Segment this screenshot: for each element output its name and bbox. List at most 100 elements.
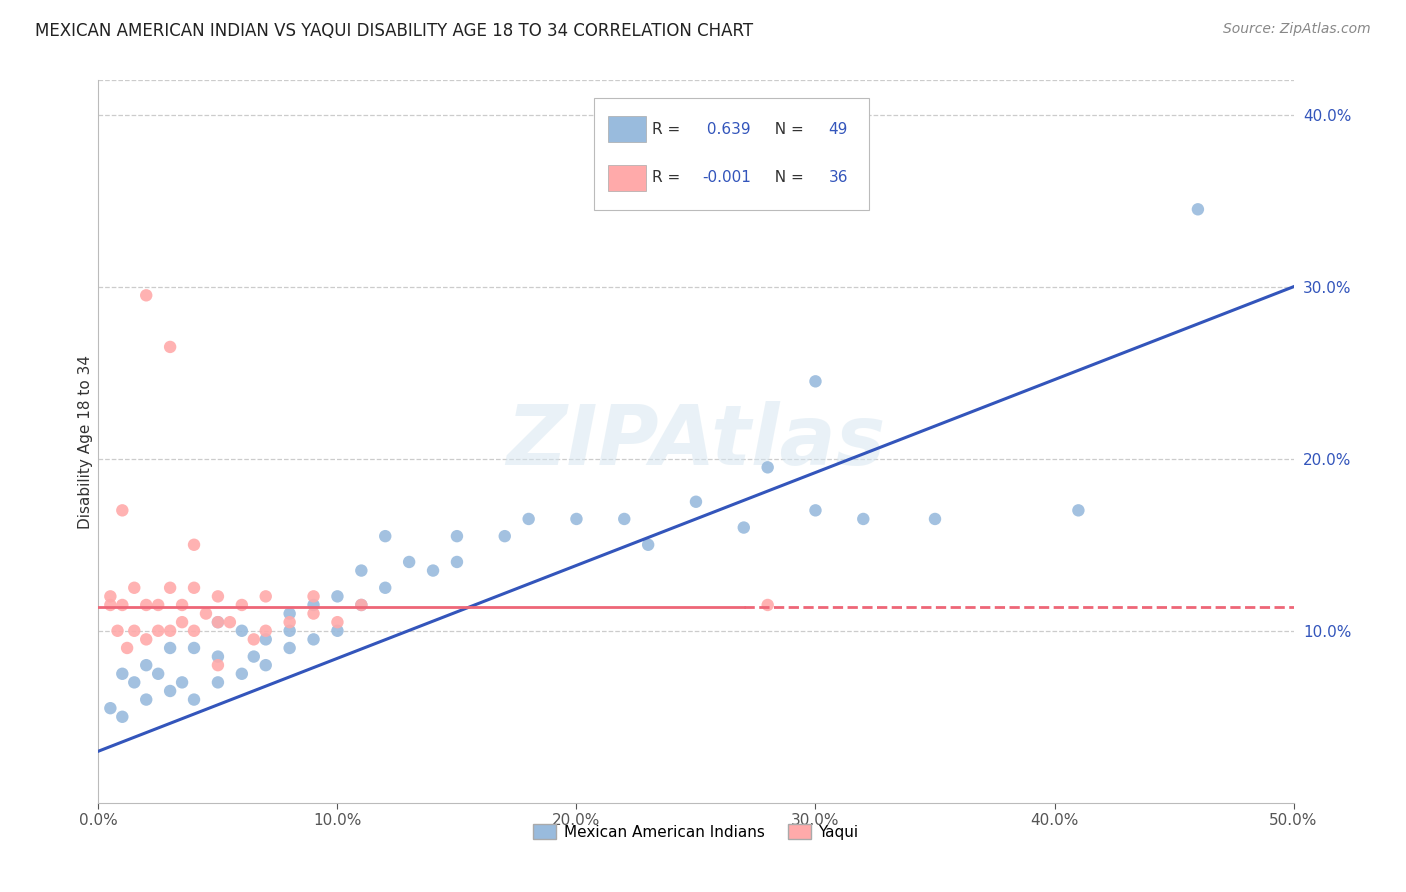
- Point: [183, 538, 205, 552]
- Point: [804, 503, 827, 517]
- Point: [924, 512, 946, 526]
- FancyBboxPatch shape: [607, 117, 645, 143]
- Point: [733, 520, 755, 534]
- Point: [135, 598, 157, 612]
- Point: [111, 710, 134, 724]
- Point: [278, 640, 301, 655]
- Text: 0.639: 0.639: [702, 122, 751, 136]
- Point: [124, 675, 146, 690]
- Point: [243, 632, 266, 647]
- Point: [1067, 503, 1090, 517]
- Point: [1187, 202, 1209, 217]
- Point: [183, 692, 205, 706]
- Point: [183, 624, 205, 638]
- Text: MEXICAN AMERICAN INDIAN VS YAQUI DISABILITY AGE 18 TO 34 CORRELATION CHART: MEXICAN AMERICAN INDIAN VS YAQUI DISABIL…: [35, 22, 754, 40]
- Point: [231, 624, 253, 638]
- Text: 49: 49: [828, 122, 848, 136]
- Text: 36: 36: [828, 170, 848, 186]
- Point: [243, 649, 266, 664]
- Point: [183, 581, 205, 595]
- Point: [278, 615, 301, 630]
- Point: [254, 658, 277, 673]
- Point: [107, 624, 129, 638]
- Point: [207, 615, 229, 630]
- Point: [98, 598, 122, 612]
- Point: [115, 640, 138, 655]
- Point: [302, 598, 325, 612]
- Text: Source: ZipAtlas.com: Source: ZipAtlas.com: [1223, 22, 1371, 37]
- FancyBboxPatch shape: [607, 165, 645, 191]
- Point: [159, 340, 181, 354]
- Point: [517, 512, 540, 526]
- Point: [159, 624, 181, 638]
- Text: N =: N =: [765, 170, 808, 186]
- Point: [374, 581, 396, 595]
- Text: R =: R =: [652, 122, 685, 136]
- Point: [172, 675, 194, 690]
- Point: [350, 598, 373, 612]
- Text: R =: R =: [652, 170, 685, 186]
- Point: [207, 658, 229, 673]
- Y-axis label: Disability Age 18 to 34: Disability Age 18 to 34: [77, 354, 93, 529]
- FancyBboxPatch shape: [595, 98, 869, 211]
- Point: [326, 624, 349, 638]
- Point: [172, 598, 194, 612]
- Point: [350, 564, 373, 578]
- Point: [278, 607, 301, 621]
- Point: [111, 503, 134, 517]
- Point: [613, 512, 636, 526]
- Point: [231, 666, 253, 681]
- Point: [254, 590, 277, 604]
- Point: [148, 624, 170, 638]
- Point: [398, 555, 420, 569]
- Point: [254, 632, 277, 647]
- Point: [111, 598, 134, 612]
- Point: [852, 512, 875, 526]
- Point: [278, 624, 301, 638]
- Point: [135, 632, 157, 647]
- Legend: Mexican American Indians, Yaqui: Mexican American Indians, Yaqui: [527, 818, 865, 846]
- Point: [231, 598, 253, 612]
- Point: [135, 658, 157, 673]
- Point: [326, 615, 349, 630]
- Point: [207, 675, 229, 690]
- Point: [98, 701, 122, 715]
- Point: [637, 538, 659, 552]
- Point: [756, 598, 779, 612]
- Point: [98, 590, 122, 604]
- Point: [565, 512, 588, 526]
- Point: [148, 666, 170, 681]
- Point: [756, 460, 779, 475]
- Point: [326, 590, 349, 604]
- Point: [135, 692, 157, 706]
- Point: [302, 607, 325, 621]
- Point: [254, 624, 277, 638]
- Point: [350, 598, 373, 612]
- Point: [685, 494, 707, 508]
- Point: [183, 640, 205, 655]
- Text: N =: N =: [765, 122, 808, 136]
- Point: [111, 666, 134, 681]
- Point: [148, 598, 170, 612]
- Point: [302, 632, 325, 647]
- Point: [219, 615, 242, 630]
- Point: [494, 529, 516, 543]
- Point: [159, 684, 181, 698]
- Point: [207, 590, 229, 604]
- Point: [159, 640, 181, 655]
- Point: [195, 607, 218, 621]
- Point: [135, 288, 157, 302]
- Point: [124, 624, 146, 638]
- Point: [446, 529, 468, 543]
- Point: [172, 615, 194, 630]
- Point: [207, 615, 229, 630]
- Point: [302, 590, 325, 604]
- Point: [374, 529, 396, 543]
- Point: [159, 581, 181, 595]
- Text: -0.001: -0.001: [702, 170, 751, 186]
- Text: ZIPAtlas: ZIPAtlas: [506, 401, 886, 482]
- Point: [124, 581, 146, 595]
- Point: [207, 649, 229, 664]
- Point: [422, 564, 444, 578]
- Point: [446, 555, 468, 569]
